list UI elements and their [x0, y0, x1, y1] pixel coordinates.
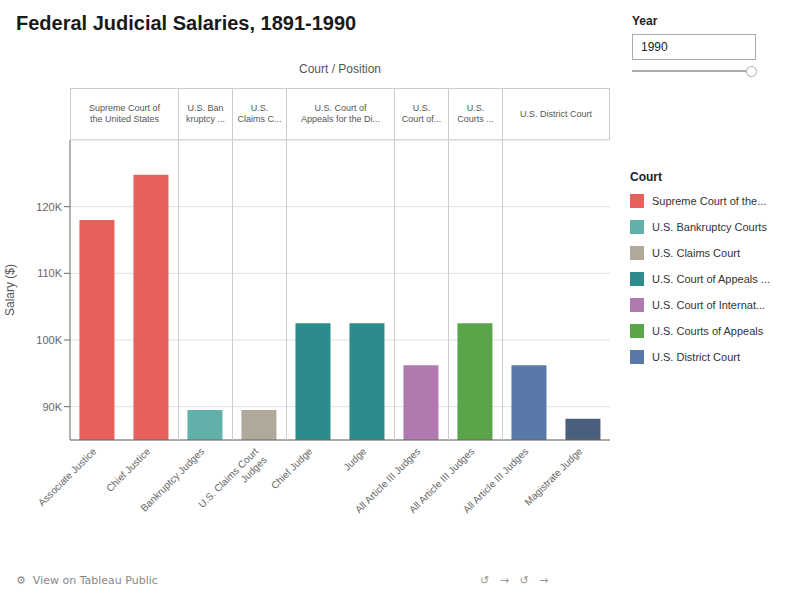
- html-text:U.S. Claims C...: U.S. Claims C...: [237, 103, 282, 124]
- html-text:U.S. Court of Appeals for the: U.S. Court of Appeals for the Di...: [301, 103, 380, 124]
- svg-text:Salary ($): Salary ($): [8, 264, 17, 316]
- svg-text:120K: 120K: [36, 201, 62, 213]
- svg-text:All Article III Judges: All Article III Judges: [352, 445, 423, 516]
- svg-text:Judge: Judge: [341, 445, 368, 472]
- html-text:U.S. Courts of Appeals: U.S. Courts of Appeals: [652, 325, 764, 337]
- html-text:U.S. Court of Internat...: U.S. Court of Internat...: [652, 299, 766, 311]
- html-text:U.S. Bankruptcy Courts: U.S. Bankruptcy Courts: [652, 221, 767, 233]
- svg-text:Chief Judge: Chief Judge: [269, 445, 315, 491]
- svg-text:110K: 110K: [37, 267, 63, 279]
- html-text:U.S. District Court: U.S. District Court: [520, 108, 592, 119]
- html-text:Supreme Court of the...: Supreme Court of the...: [652, 195, 767, 207]
- svg-text:Bankruptcy Judges: Bankruptcy Judges: [138, 445, 207, 514]
- svg-text:100K: 100K: [36, 334, 62, 346]
- svg-text:U.S. Claims CourtJudges: U.S. Claims CourtJudges: [196, 445, 269, 518]
- svg-text:90K: 90K: [42, 401, 62, 413]
- html-text:Supreme Court of the United St: Supreme Court of the United States: [89, 103, 160, 124]
- svg-text:All Article III Judges: All Article III Judges: [461, 446, 530, 515]
- svg-text:Chief Justice: Chief Justice: [104, 445, 153, 494]
- html-text:Year: Year: [632, 14, 658, 28]
- svg-text:All Article III Judges: All Article III Judges: [406, 445, 477, 516]
- html-text:U.S. Ban kruptcy ...: U.S. Ban kruptcy ...: [186, 103, 225, 124]
- html-text:U.S. Court of Appeals ...: U.S. Court of Appeals ...: [652, 273, 770, 285]
- svg-text:Associate Justice: Associate Justice: [36, 445, 99, 508]
- html-text:⚙ View on Tableau Public: ⚙ View on Tableau Public: [16, 574, 158, 587]
- html-text:U.S. Court of...: U.S. Court of...: [401, 103, 442, 124]
- html-text:Federal Judicial Salaries, 189: Federal Judicial Salaries, 1891-1990: [16, 12, 357, 34]
- html-text:U.S. Claims Court: U.S. Claims Court: [652, 247, 740, 259]
- html-text:1990: 1990: [641, 40, 668, 54]
- html-text:Court / Position: Court / Position: [299, 62, 381, 76]
- html-text:Court: Court: [630, 170, 662, 184]
- svg-text:Magistrate Judge: Magistrate Judge: [522, 445, 584, 507]
- html-text:U.S. Courts ...: U.S. Courts ...: [457, 103, 494, 124]
- html-text:U.S. District Court: U.S. District Court: [652, 351, 740, 363]
